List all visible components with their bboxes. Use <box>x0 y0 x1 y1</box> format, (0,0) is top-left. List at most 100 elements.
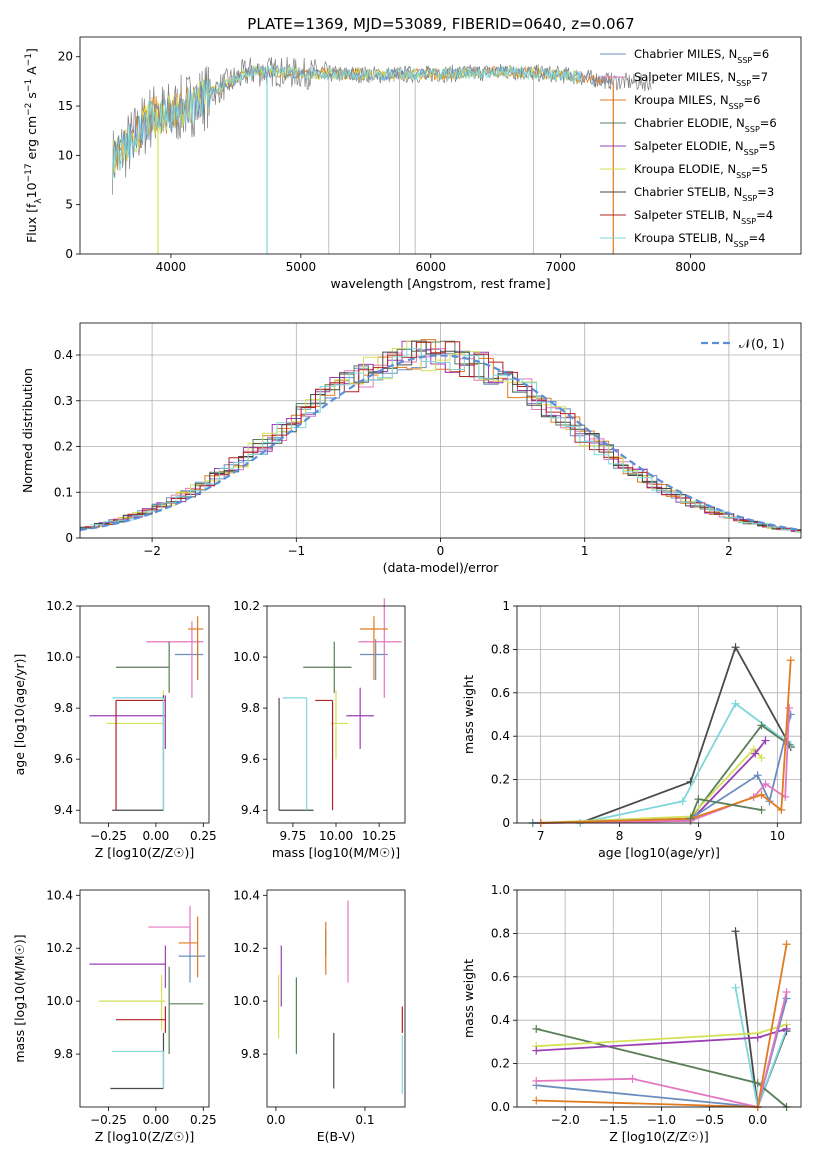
weight-vs-age-panel: 7 8 9 10 0 0.2 0.4 0.6 0.8 1 age [log10(age/yr)] ma… <box>461 599 802 860</box>
error-point <box>112 695 165 811</box>
y-axis-label-part: λ <box>34 198 44 204</box>
y-tick-label: 10.2 <box>46 599 73 613</box>
x-tick-label: 2 <box>725 544 733 558</box>
weight-marker <box>686 814 695 823</box>
y-tick-label: 10 <box>58 148 73 162</box>
error-point <box>89 695 166 749</box>
y-axis-label-part: A <box>24 66 39 79</box>
legend-count: =6 <box>760 116 777 130</box>
x-tick-label: 0.1 <box>355 1113 374 1127</box>
y-tick-label: 20 <box>58 50 73 64</box>
legend-model-name: Chabrier STELIB, N <box>634 185 742 199</box>
x-tick-label: 0.0 <box>748 1113 767 1127</box>
weight-marker <box>751 749 760 758</box>
error-point <box>116 1006 166 1033</box>
y-tick-label: 10.0 <box>233 994 260 1008</box>
x-tick-label: 5000 <box>286 260 317 274</box>
y-tick-label: 10.4 <box>46 888 73 902</box>
age-vs-Z-panel: −0.25 0.00 0.25 9.4 9.6 9.8 10.0 10.2 Z [log10(Z… <box>12 599 217 860</box>
axes-frame <box>266 605 406 824</box>
ticks: 9.75 10.00 10.25 9.4 9.6 9.8 10.0 10.2 <box>233 599 396 843</box>
y-tick-label: 9.8 <box>54 1047 73 1061</box>
axes-frame <box>79 605 210 824</box>
legend-subscript: SSP <box>737 56 752 65</box>
ticks: 7 8 9 10 0 0.2 0.4 0.6 0.8 1 <box>491 599 785 843</box>
x-tick-label: 9 <box>695 829 703 843</box>
grid <box>517 889 801 1108</box>
error-point <box>112 1050 165 1089</box>
y-tick-label: 10.2 <box>233 941 260 955</box>
x-tick-label: −1.0 <box>647 1113 676 1127</box>
error-point <box>110 1032 165 1090</box>
x-tick-label: 6000 <box>415 260 446 274</box>
residuals-panel: −2 −1 0 1 2 0 0.1 0.2 0.3 0.4 (data-model)/error No… <box>20 322 802 575</box>
error-point <box>278 697 314 811</box>
x-axis-label: wavelength [Angstrom, rest frame] <box>330 276 550 291</box>
weight-marker <box>532 1046 541 1055</box>
y-tick-label: 0.4 <box>491 729 510 743</box>
y-tick-label: 10.0 <box>46 994 73 1008</box>
legend-count: =6 <box>744 93 761 107</box>
x-tick-label: 0.0 <box>266 1113 285 1127</box>
histogram-step <box>89 340 801 532</box>
y-axis-label-part: −2 <box>24 103 34 116</box>
weight-marker <box>694 795 703 804</box>
x-tick-label: 0.25 <box>190 829 217 843</box>
y-tick-label: 9.8 <box>241 1047 260 1061</box>
x-axis-label: (data-model)/error <box>383 560 500 575</box>
histogram-step <box>84 341 801 531</box>
axes-frame <box>516 605 802 824</box>
weight-line <box>536 991 788 1109</box>
x-tick-label: 7 <box>537 829 545 843</box>
error-point <box>89 945 166 988</box>
weight-marker <box>761 779 770 788</box>
y-axis-label-part: 10 <box>24 182 39 198</box>
error-point <box>330 690 349 760</box>
legend-subscript: SSP <box>745 125 760 134</box>
y-axis-label: age [log10(age/yr)] <box>12 654 27 776</box>
y-axis-label-part: −1 <box>24 53 34 66</box>
y-axis-label: mass [log10(M/M☉)] <box>12 934 27 1062</box>
weight-line <box>540 707 791 824</box>
legend-label: Kroupa STELIB, NSSP=4 <box>634 231 765 249</box>
axes-frame <box>266 889 406 1108</box>
weight-marker <box>749 745 758 754</box>
weight-marker <box>678 797 687 806</box>
error-point <box>115 699 166 811</box>
x-tick-label: 0 <box>437 544 445 558</box>
legend-model-name: Salpeter ELODIE, N <box>634 139 744 153</box>
legend-model-name: Salpeter MILES, N <box>634 70 736 84</box>
weight-marker <box>785 740 794 749</box>
weight-marker <box>757 721 766 730</box>
y-tick-label: 0.6 <box>491 970 510 984</box>
weight-marker <box>785 703 794 712</box>
y-tick-label: 9.4 <box>54 803 73 817</box>
legend-model-name: Kroupa STELIB, N <box>634 231 734 245</box>
legend-label: Chabrier STELIB, NSSP=3 <box>634 185 774 203</box>
error-point <box>112 697 165 811</box>
y-tick-label: 0.1 <box>54 485 73 499</box>
y-axis-label-part: ] <box>24 48 39 53</box>
weight-line <box>540 739 767 824</box>
x-axis-label: mass [log10(M/M☉)] <box>272 845 400 860</box>
weight-marker <box>532 1024 541 1033</box>
error-point <box>315 699 334 811</box>
error-point <box>188 616 204 681</box>
error-point <box>174 639 204 681</box>
y-tick-label: 0.0 <box>491 1100 510 1114</box>
legend-model-name: Chabrier ELODIE, N <box>634 116 745 130</box>
y-tick-label: 10.0 <box>46 650 73 664</box>
legend-label: Kroupa MILES, NSSP=6 <box>634 93 760 111</box>
model-line <box>112 64 581 181</box>
x-axis-label: Z [log10(Z/Z☉)] <box>95 845 195 860</box>
y-axis-label: mass weight <box>461 959 476 1038</box>
legend-count: =4 <box>749 231 766 245</box>
x-tick-label: −0.25 <box>90 829 127 843</box>
x-tick-label: 1 <box>581 544 589 558</box>
x-tick-label: 10.25 <box>362 829 396 843</box>
y-tick-label: 0.2 <box>491 773 510 787</box>
x-axis-label: E(B-V) <box>317 1129 356 1144</box>
legend-count: =7 <box>751 70 768 84</box>
legend-subscript: SSP <box>742 194 757 203</box>
